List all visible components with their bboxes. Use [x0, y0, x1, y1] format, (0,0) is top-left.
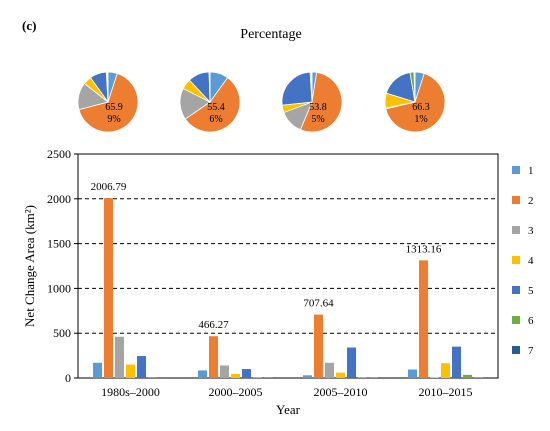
bar-5 — [347, 347, 356, 378]
legend-swatch-1 — [512, 166, 520, 174]
pie-2: 55.46% — [179, 71, 241, 133]
bar-1 — [93, 362, 102, 378]
panel-label: (c) — [22, 18, 36, 33]
x-tick-label: 2010–2015 — [419, 385, 473, 399]
bar-data-label: 707.64 — [303, 298, 334, 310]
x-tick-label: 1980s–2000 — [101, 385, 160, 399]
pie-slice-2 — [184, 77, 241, 133]
legend-label-4: 4 — [528, 255, 534, 267]
y-tick-label: 2500 — [47, 147, 71, 161]
plot-frame — [77, 153, 499, 379]
legend-swatch-5 — [512, 286, 520, 294]
pie-label-value: 55.4 — [207, 102, 225, 113]
bar-4 — [231, 373, 240, 378]
bar-3 — [220, 365, 229, 378]
bar-1 — [408, 369, 417, 378]
legend-swatch-6 — [512, 316, 520, 324]
bar-data-label: 1313.16 — [406, 243, 442, 255]
bar-2 — [209, 336, 218, 378]
pie-slice-7 — [106, 71, 109, 103]
pie-label-percent: 6% — [209, 114, 222, 125]
legend-label-2: 2 — [528, 195, 534, 207]
pie-slice-2 — [385, 72, 446, 133]
x-tick-label: 2000–2005 — [209, 385, 263, 399]
bar-1 — [303, 375, 312, 378]
pie-label-percent: 9% — [107, 114, 120, 125]
y-tick-label: 0 — [65, 371, 71, 385]
bar-chart: 0 500 1000 1500 2000 2500 Net Change Area (km²… — [22, 147, 534, 417]
pie-slice-2 — [78, 72, 139, 133]
pie-slice-2 — [299, 71, 343, 133]
bar-7 — [474, 377, 483, 378]
bar-2 — [104, 198, 113, 378]
legend-label-6: 6 — [528, 315, 534, 327]
legend-swatch-3 — [512, 226, 520, 234]
y-tick-label: 2000 — [47, 192, 71, 206]
y-tick-label: 500 — [53, 326, 71, 340]
bar-6 — [463, 374, 472, 378]
pie-3: 53.85% — [281, 71, 343, 133]
pie-slice-7 — [413, 71, 416, 103]
bar-7 — [159, 377, 168, 378]
legend-swatch-2 — [512, 196, 520, 204]
bar-3 — [115, 336, 124, 378]
bar-4 — [336, 372, 345, 378]
bar-data-label: 2006.79 — [91, 181, 127, 193]
bar-4 — [126, 364, 135, 378]
legend-swatch-4 — [512, 256, 520, 264]
y-tick-label: 1000 — [47, 281, 71, 295]
x-tick-label: 2005–2010 — [314, 385, 368, 399]
bar-2 — [419, 260, 428, 378]
pie-label-percent: 1% — [414, 114, 427, 125]
pie-label-value: 66.3 — [412, 102, 430, 113]
bar-6 — [148, 377, 157, 378]
bar-5 — [242, 369, 251, 378]
pie-charts: 65.99% 55.46% 53.85% 66.31% — [77, 71, 446, 133]
bar-2 — [314, 314, 323, 378]
bar-data-label: 466.27 — [198, 319, 229, 331]
pie-label-percent: 5% — [311, 114, 324, 125]
pie-slice-7 — [310, 71, 313, 103]
bar-1 — [198, 370, 207, 378]
pie-1: 65.99% — [77, 71, 139, 133]
y-tick-label: 1500 — [47, 237, 71, 251]
pie-label-value: 53.8 — [309, 102, 327, 113]
bar-5 — [137, 356, 146, 378]
legend-label-3: 3 — [528, 225, 534, 237]
bar-3 — [325, 362, 334, 378]
pie-4: 66.31% — [384, 71, 446, 133]
bar-6 — [358, 377, 367, 378]
x-axis-label: Year — [276, 402, 301, 417]
bar-7 — [369, 377, 378, 378]
bar-5 — [452, 346, 461, 378]
y-axis-label: Net Change Area (km²) — [22, 205, 37, 327]
legend-label-7: 7 — [528, 345, 534, 357]
legend-label-5: 5 — [528, 285, 534, 297]
pie-slice-5 — [281, 71, 313, 106]
bar-4 — [441, 363, 450, 378]
pie-title: Percentage — [240, 27, 301, 42]
legend-swatch-7 — [512, 346, 520, 354]
legend-label-1: 1 — [528, 165, 534, 177]
pie-label-value: 65.9 — [105, 102, 123, 113]
